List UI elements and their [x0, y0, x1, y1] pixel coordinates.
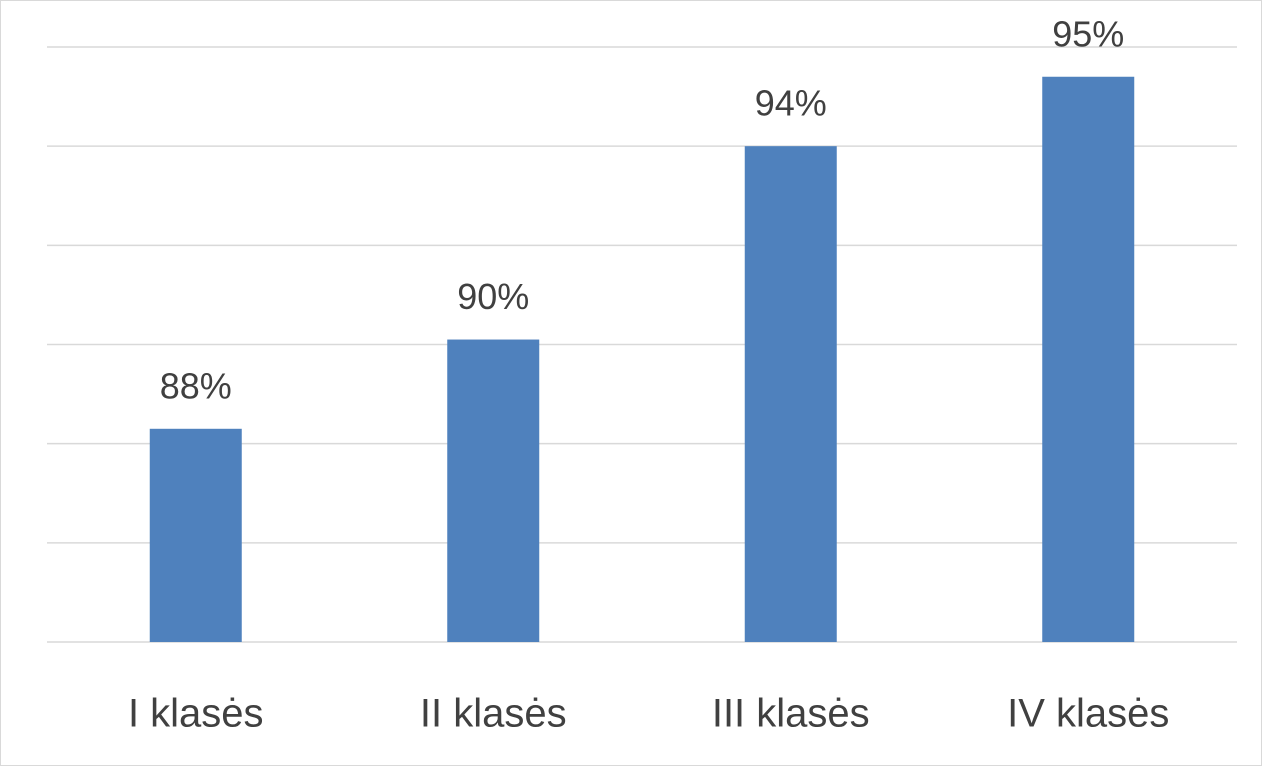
- x-tick-label: I klasės: [128, 692, 264, 736]
- data-label: 95%: [1052, 13, 1124, 54]
- x-tick-label: IV klasės: [1007, 692, 1169, 736]
- bar: [149, 428, 242, 642]
- data-label: 94%: [755, 83, 827, 124]
- data-label: 90%: [457, 276, 529, 317]
- bar: [744, 146, 837, 642]
- bar: [447, 339, 540, 642]
- x-tick-label: III klasės: [712, 692, 870, 736]
- data-label: 88%: [160, 365, 232, 406]
- bar: [1042, 76, 1135, 642]
- x-tick-label: II klasės: [420, 692, 567, 736]
